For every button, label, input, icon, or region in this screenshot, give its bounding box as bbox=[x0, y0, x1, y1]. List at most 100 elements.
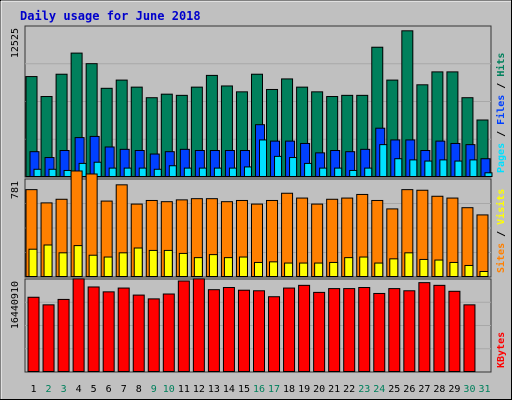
bar-kbytes-day-16 bbox=[253, 290, 265, 373]
ymax-label-visits-sites: 781 bbox=[10, 181, 21, 199]
bar-pages-day-31 bbox=[484, 172, 493, 177]
day-label-16: 16 bbox=[253, 384, 265, 395]
bar-pages-day-18 bbox=[289, 157, 298, 177]
day-label-30: 30 bbox=[463, 384, 475, 395]
day-label-25: 25 bbox=[388, 384, 400, 395]
bar-kbytes-day-4 bbox=[72, 278, 85, 372]
bar-pages-day-10 bbox=[168, 165, 177, 177]
day-label-24: 24 bbox=[373, 384, 385, 395]
bar-sites-day-1 bbox=[28, 248, 38, 277]
day-label-21: 21 bbox=[328, 384, 340, 395]
bar-kbytes-day-26 bbox=[403, 290, 416, 373]
legend-visits-sites: Sites / Visits bbox=[495, 189, 507, 273]
bar-sites-day-9 bbox=[148, 249, 158, 277]
day-label-17: 17 bbox=[268, 384, 280, 395]
day-label-13: 13 bbox=[208, 384, 220, 395]
bar-pages-day-15 bbox=[243, 166, 252, 177]
bar-pages-day-19 bbox=[304, 162, 313, 178]
bar-sites-day-20 bbox=[314, 262, 324, 277]
bar-kbytes-day-21 bbox=[328, 288, 341, 372]
legend-item-visits-sites-0: Sites bbox=[495, 243, 507, 273]
ymax-label-hits-files-pages: 12525 bbox=[10, 28, 21, 58]
bar-sites-day-10 bbox=[163, 249, 173, 277]
bar-kbytes-day-20 bbox=[313, 291, 326, 372]
bar-visits-day-31 bbox=[476, 214, 489, 277]
bar-kbytes-day-23 bbox=[358, 287, 371, 372]
bar-pages-day-20 bbox=[319, 167, 328, 177]
day-label-14: 14 bbox=[223, 384, 235, 395]
bar-kbytes-day-12 bbox=[192, 278, 205, 372]
bar-pages-day-14 bbox=[228, 167, 237, 177]
bar-kbytes-day-30 bbox=[463, 304, 476, 373]
bar-pages-day-13 bbox=[213, 167, 222, 177]
bar-pages-day-22 bbox=[349, 169, 358, 177]
day-label-18: 18 bbox=[283, 384, 295, 395]
day-label-20: 20 bbox=[313, 384, 325, 395]
bar-pages-day-12 bbox=[198, 167, 207, 177]
bar-kbytes-day-2 bbox=[42, 304, 55, 373]
bar-pages-day-23 bbox=[364, 167, 373, 177]
bar-sites-day-4 bbox=[73, 245, 83, 278]
bar-pages-day-9 bbox=[153, 168, 162, 177]
legend-item-hits-files-pages-0: Pages bbox=[496, 143, 507, 173]
bar-sites-day-8 bbox=[133, 247, 143, 277]
bar-sites-day-27 bbox=[419, 258, 429, 278]
day-label-29: 29 bbox=[448, 384, 460, 395]
bar-sites-day-19 bbox=[299, 262, 309, 277]
bar-kbytes-day-19 bbox=[298, 284, 311, 372]
bar-pages-day-27 bbox=[424, 160, 433, 178]
bar-sites-day-23 bbox=[359, 256, 369, 278]
day-label-31: 31 bbox=[478, 384, 490, 395]
bar-pages-day-8 bbox=[138, 167, 147, 177]
bar-sites-day-5 bbox=[88, 254, 98, 277]
bar-kbytes-day-25 bbox=[388, 288, 401, 372]
bar-sites-day-11 bbox=[178, 252, 188, 278]
bar-pages-day-25 bbox=[394, 158, 403, 177]
bar-sites-day-28 bbox=[434, 259, 444, 277]
day-label-10: 10 bbox=[163, 384, 175, 395]
bar-sites-day-12 bbox=[193, 257, 203, 277]
legend-item-hits-files-pages-2: Files bbox=[495, 95, 507, 125]
bar-sites-day-31 bbox=[479, 270, 489, 278]
day-label-11: 11 bbox=[178, 384, 190, 395]
day-label-19: 19 bbox=[298, 384, 310, 395]
bar-sites-day-29 bbox=[449, 261, 459, 278]
bar-pages-day-21 bbox=[334, 167, 343, 177]
day-label-7: 7 bbox=[121, 384, 127, 395]
day-label-1: 1 bbox=[31, 384, 37, 395]
day-label-2: 2 bbox=[46, 384, 52, 395]
day-label-15: 15 bbox=[238, 384, 250, 395]
bar-sites-day-2 bbox=[43, 244, 53, 278]
bar-sites-day-14 bbox=[223, 257, 233, 277]
bar-kbytes-day-27 bbox=[418, 282, 431, 372]
bar-kbytes-day-29 bbox=[448, 290, 461, 372]
bar-kbytes-day-13 bbox=[207, 289, 220, 372]
bar-sites-day-17 bbox=[269, 261, 279, 277]
bar-kbytes-day-6 bbox=[102, 291, 115, 373]
day-label-27: 27 bbox=[418, 384, 430, 395]
day-label-8: 8 bbox=[136, 384, 142, 395]
bar-kbytes-day-5 bbox=[87, 286, 100, 372]
legend-item-visits-sites-1: / bbox=[496, 225, 507, 243]
bar-kbytes-day-9 bbox=[147, 298, 160, 373]
bar-sites-day-13 bbox=[208, 254, 218, 277]
bar-sites-day-25 bbox=[389, 258, 399, 277]
bar-sites-day-26 bbox=[404, 252, 414, 278]
bar-kbytes-day-10 bbox=[162, 293, 175, 372]
bar-kbytes-day-15 bbox=[237, 289, 250, 372]
bar-kbytes-day-17 bbox=[268, 296, 281, 372]
day-label-26: 26 bbox=[403, 384, 415, 395]
bar-kbytes-day-18 bbox=[283, 287, 296, 373]
legend-item-hits-files-pages-4: Hits bbox=[495, 53, 507, 77]
bar-kbytes-day-1 bbox=[27, 296, 40, 372]
bar-pages-day-26 bbox=[409, 159, 418, 177]
day-label-12: 12 bbox=[193, 384, 205, 395]
bar-kbytes-day-24 bbox=[373, 292, 386, 373]
legend-item-kbytes-0: KBytes bbox=[496, 332, 507, 368]
bar-kbytes-day-11 bbox=[177, 280, 190, 373]
bar-pages-day-1 bbox=[33, 168, 42, 177]
bar-sites-day-18 bbox=[284, 262, 294, 277]
bar-sites-day-16 bbox=[254, 261, 263, 278]
